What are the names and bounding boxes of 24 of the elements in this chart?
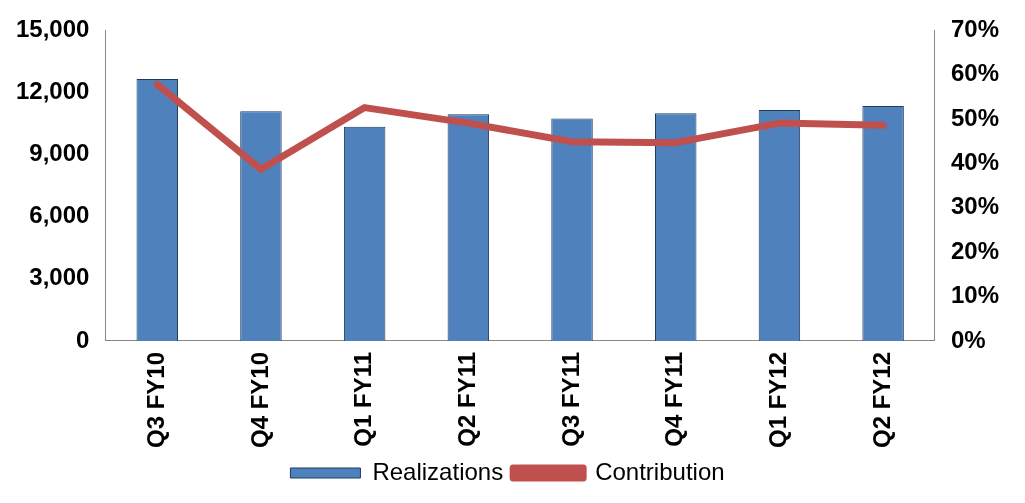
x-tick-label: Q1 FY12 bbox=[764, 351, 792, 448]
legend-label: Realizations bbox=[372, 457, 504, 485]
x-tick-label: Q1 FY11 bbox=[349, 351, 377, 447]
y2-tick-label: 40% bbox=[950, 148, 1000, 176]
y2-tick-label: 0% bbox=[950, 325, 986, 353]
x-tick-label: Q4 FY11 bbox=[660, 351, 688, 447]
y2-tick-label: 20% bbox=[950, 236, 1000, 264]
legend-label: Contribution bbox=[595, 457, 725, 485]
x-tick-label: Q3 FY10 bbox=[141, 351, 169, 448]
x-tick-label: Q2 FY12 bbox=[867, 351, 895, 448]
y2-tick-label: 50% bbox=[950, 103, 1000, 131]
x-tick-label: Q2 FY11 bbox=[452, 351, 480, 447]
y-tick-label: 9,000 bbox=[29, 139, 90, 167]
y2-tick-label: 10% bbox=[950, 281, 1000, 309]
y-tick-label: 6,000 bbox=[29, 201, 90, 229]
x-tick-label: Q4 FY10 bbox=[245, 351, 273, 448]
x-tick-label: Q3 FY11 bbox=[556, 351, 584, 447]
y-tick-label: 3,000 bbox=[29, 263, 90, 291]
y-tick-label: 12,000 bbox=[16, 77, 90, 105]
y-tick-label: 15,000 bbox=[16, 15, 90, 43]
y-tick-label: 0 bbox=[76, 325, 90, 353]
y2-tick-label: 60% bbox=[950, 59, 1000, 87]
y2-tick-label: 30% bbox=[950, 192, 1000, 220]
y2-tick-label: 70% bbox=[950, 15, 1000, 43]
